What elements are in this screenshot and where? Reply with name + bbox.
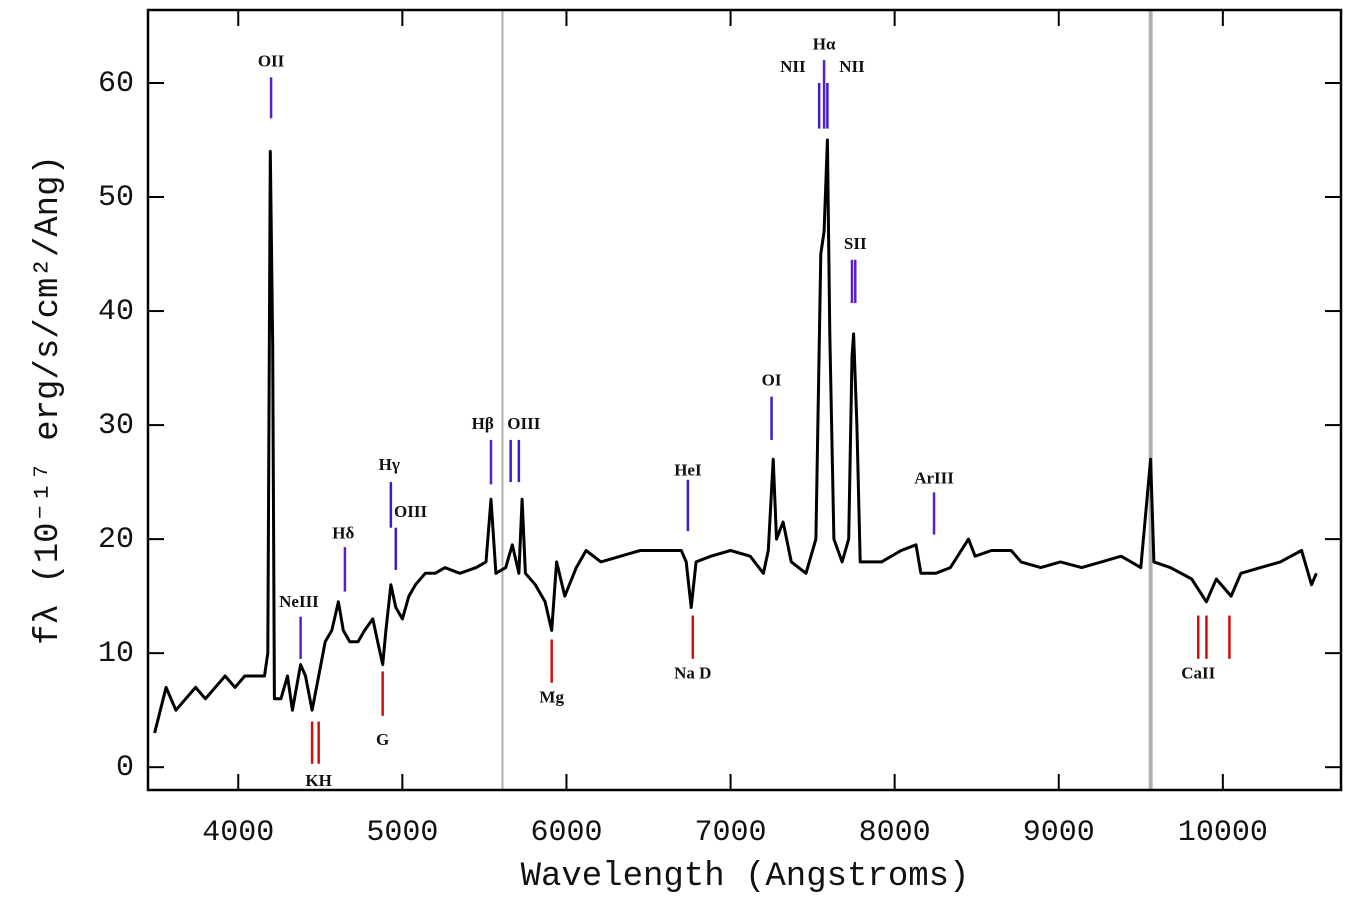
x-tick-label: 8000 bbox=[859, 816, 931, 850]
y-tick-label: 0 bbox=[116, 751, 134, 785]
line-label: KH bbox=[305, 771, 331, 790]
plot-frame bbox=[146, 8, 1343, 792]
line-label: G bbox=[376, 730, 389, 749]
x-tick-label: 6000 bbox=[530, 816, 602, 850]
line-label: OIII bbox=[507, 414, 540, 433]
y-axis-label: fλ (10⁻¹⁷ erg/s/cm²/Ang) bbox=[30, 155, 68, 645]
line-label: Hδ bbox=[332, 523, 354, 542]
spectrum-line bbox=[153, 138, 1318, 734]
line-label: NII bbox=[780, 57, 806, 76]
x-tick-label: 9000 bbox=[1023, 816, 1095, 850]
line-label: Na D bbox=[674, 664, 711, 683]
line-label: CaII bbox=[1181, 664, 1215, 683]
line-label: HeI bbox=[674, 461, 702, 480]
x-tick-label: 7000 bbox=[695, 816, 767, 850]
x-axis-label: Wavelength (Angstroms) bbox=[521, 858, 970, 896]
line-label: NII bbox=[839, 57, 865, 76]
line-label: NeIII bbox=[279, 592, 319, 611]
line-label: Mg bbox=[539, 688, 564, 707]
line-label: OIII bbox=[394, 502, 427, 521]
line-label: Hβ bbox=[472, 414, 494, 433]
x-tick-label: 10000 bbox=[1178, 816, 1268, 850]
line-label: OII bbox=[258, 51, 285, 70]
x-tick-label: 4000 bbox=[202, 816, 274, 850]
y-tick-label: 30 bbox=[98, 409, 134, 443]
y-tick-label: 60 bbox=[98, 67, 134, 101]
line-label: ArIII bbox=[914, 469, 954, 488]
y-tick-label: 50 bbox=[98, 181, 134, 215]
line-label: Hγ bbox=[379, 455, 400, 474]
line-label: SII bbox=[844, 234, 867, 253]
y-tick-label: 10 bbox=[98, 637, 134, 671]
line-label: OI bbox=[762, 371, 782, 390]
x-tick-label: 5000 bbox=[366, 816, 438, 850]
y-tick-label: 40 bbox=[98, 295, 134, 329]
line-label: Hα bbox=[813, 34, 836, 53]
y-tick-label: 20 bbox=[98, 523, 134, 557]
